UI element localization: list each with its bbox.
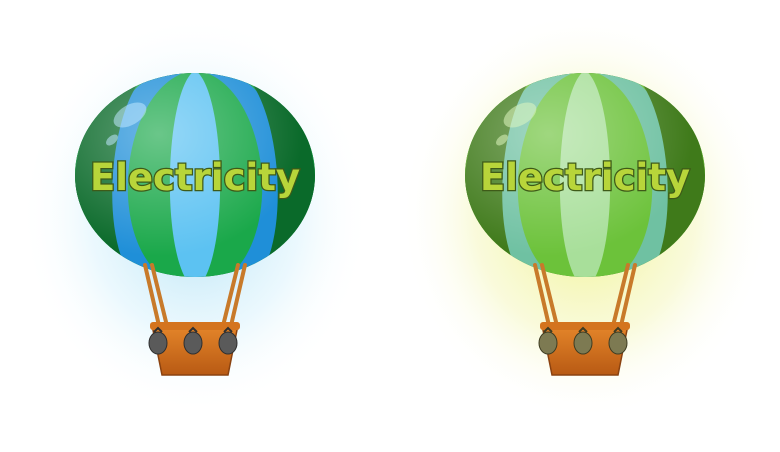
envelope — [465, 73, 705, 277]
balloon-right: Electricity — [390, 0, 780, 452]
envelope — [75, 73, 315, 277]
balloon-label: Electricity — [480, 156, 690, 199]
ropes — [143, 263, 247, 332]
balloon-left: Electricity — [20, 15, 370, 415]
balloon-label: Electricity — [90, 156, 300, 199]
sandbags — [538, 326, 628, 355]
ropes — [533, 263, 637, 332]
sandbags — [148, 326, 238, 355]
